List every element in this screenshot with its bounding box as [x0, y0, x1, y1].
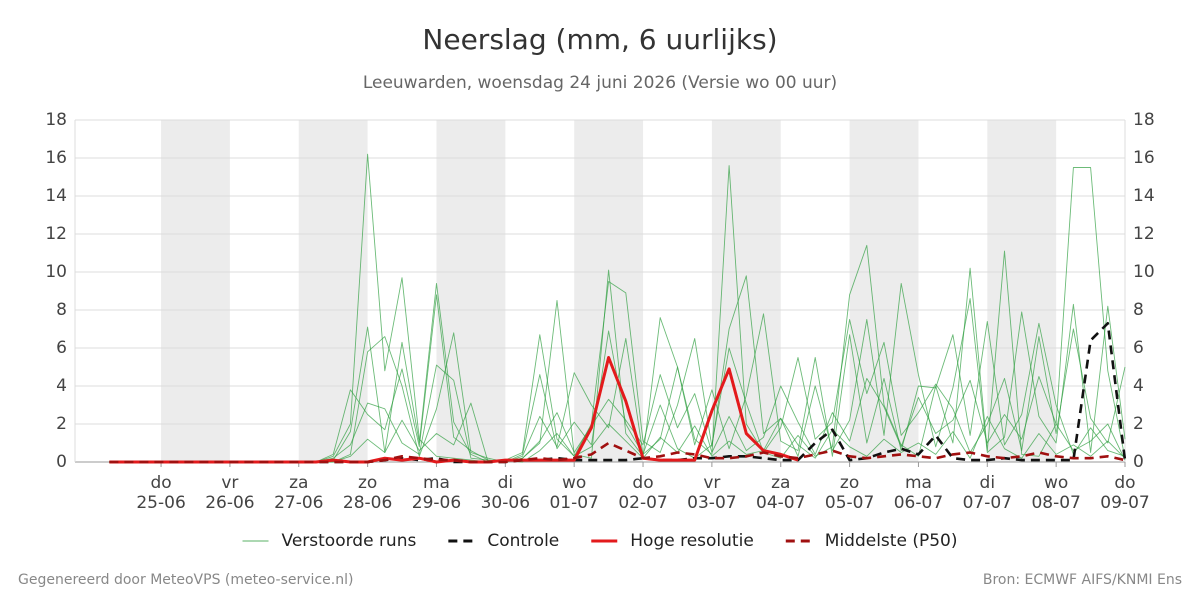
source: Bron: ECMWF AIFS/KNMI Ens: [983, 572, 1182, 588]
y-tick-label: 4: [56, 376, 67, 396]
x-tick-label: 06-07: [894, 493, 943, 513]
x-tick-label: 04-07: [756, 493, 805, 513]
x-tick-label: za: [771, 473, 790, 493]
x-tick-label: 29-06: [412, 493, 461, 513]
x-tick-label: wo: [562, 473, 586, 493]
x-tick-label: za: [289, 473, 308, 493]
x-tick-label: di: [498, 473, 514, 493]
x-tick-label: zo: [840, 473, 859, 493]
x-tick-label: 05-07: [825, 493, 874, 513]
x-tick-label: 30-06: [481, 493, 530, 513]
y-tick-label: 10: [45, 262, 67, 282]
x-tick-label: 09-07: [1100, 493, 1149, 513]
legend: Verstoorde runs Controle Hoge resolutie Mid…: [242, 531, 958, 551]
x-tick-label: ma: [423, 473, 450, 493]
day-band: [298, 120, 368, 462]
y-tick-label: 12: [45, 224, 67, 244]
y-tick-label-right: 16: [1133, 148, 1155, 168]
y-tick-label-right: 10: [1133, 262, 1155, 282]
x-tick-label: 02-07: [618, 493, 667, 513]
y-tick-label-right: 14: [1133, 186, 1155, 206]
x-tick-label: di: [980, 473, 996, 493]
chart-subtitle: Leeuwarden, woensdag 24 juni 2026 (Versi…: [363, 73, 837, 93]
day-band: [574, 120, 644, 462]
x-tick-label: 25-06: [136, 493, 185, 513]
x-tick-label: 01-07: [549, 493, 598, 513]
chart-title: Neerslag (mm, 6 uurlijks): [422, 23, 777, 56]
x-tick-label: wo: [1044, 473, 1068, 493]
y-tick-label-right: 12: [1133, 224, 1155, 244]
x-tick-label: 03-07: [687, 493, 736, 513]
x-tick-label: vr: [221, 473, 238, 493]
y-tick-label: 8: [56, 300, 67, 320]
y-tick-label-right: 4: [1133, 376, 1144, 396]
legend-label: Controle: [487, 531, 559, 551]
x-tick-label: ma: [905, 473, 932, 493]
y-tick-label-right: 8: [1133, 300, 1144, 320]
x-tick-label: do: [150, 473, 171, 493]
x-tick-label: 08-07: [1031, 493, 1080, 513]
x-tick-label: 28-06: [343, 493, 392, 513]
day-band: [436, 120, 506, 462]
day-band: [849, 120, 919, 462]
y-tick-label: 18: [45, 110, 67, 130]
x-tick-label: 27-06: [274, 493, 323, 513]
credit: Gegenereerd door MeteoVPS (meteo-service…: [18, 572, 353, 588]
x-tick-label: do: [1114, 473, 1135, 493]
legend-label: Hoge resolutie: [630, 531, 754, 551]
x-tick-label: zo: [358, 473, 377, 493]
legend-label: Verstoorde runs: [282, 531, 417, 551]
x-tick-label: 07-07: [963, 493, 1012, 513]
day-band: [161, 120, 230, 462]
x-tick-label: do: [632, 473, 653, 493]
y-tick-label: 6: [56, 338, 67, 358]
y-tick-label-right: 18: [1133, 110, 1155, 130]
y-tick-label: 14: [45, 186, 67, 206]
day-band: [711, 120, 781, 462]
legend-label: Middelste (P50): [825, 531, 958, 551]
series-line: [109, 441, 1126, 464]
x-tick-label: vr: [703, 473, 720, 493]
y-tick-label: 16: [45, 148, 67, 168]
y-tick-label: 2: [56, 414, 67, 434]
y-tick-label: 0: [56, 452, 67, 472]
day-band: [987, 120, 1057, 462]
y-tick-label-right: 0: [1133, 452, 1144, 472]
y-tick-label-right: 6: [1133, 338, 1144, 358]
y-tick-label-right: 2: [1133, 414, 1144, 434]
x-tick-label: 26-06: [205, 493, 254, 513]
